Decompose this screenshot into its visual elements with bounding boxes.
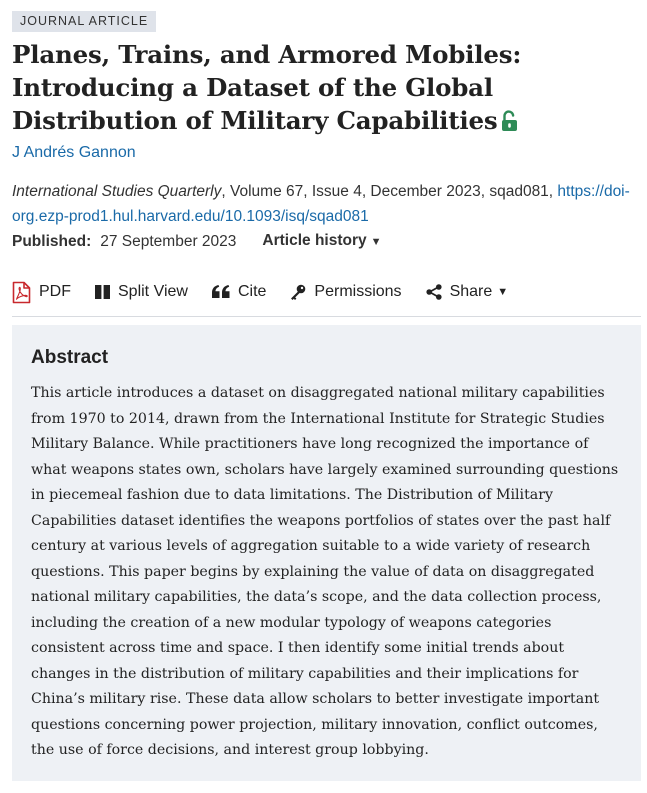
article-type-badge: JOURNAL ARTICLE [12, 11, 157, 32]
permissions-label: Permissions [314, 283, 402, 300]
article-history-label: Article history [262, 232, 367, 249]
citation-details: , Volume 67, Issue 4, December 2023, sqa… [221, 183, 558, 200]
author-link[interactable]: J Andrés Gannon [12, 144, 136, 161]
share-button[interactable]: Share ▼ [425, 283, 509, 301]
article-header: JOURNAL ARTICLE Planes, Trains, and Armo… [12, 11, 641, 781]
abstract-text: This article introduces a dataset on dis… [31, 385, 619, 758]
article-history-toggle[interactable]: Article history ▼ [262, 230, 381, 253]
split-view-button[interactable]: Split View [95, 283, 188, 301]
article-title-text: Planes, Trains, and Armored Mobiles: Int… [12, 40, 522, 135]
caret-down-icon: ▼ [370, 236, 382, 248]
permissions-button[interactable]: Permissions [290, 283, 402, 301]
share-icon [425, 284, 442, 300]
divider [12, 316, 641, 317]
quote-icon [211, 285, 230, 299]
pdf-file-icon [12, 281, 31, 304]
share-label: Share [449, 283, 493, 300]
split-view-label: Split View [118, 283, 188, 300]
key-icon [290, 284, 306, 300]
split-view-icon [95, 285, 110, 299]
pdf-button[interactable]: PDF [12, 281, 71, 304]
journal-name: International Studies Quarterly [12, 183, 222, 200]
article-title: Planes, Trains, and Armored Mobiles: Int… [12, 38, 641, 140]
published-label: Published: [12, 232, 92, 250]
publication-info: Published: 27 September 2023 Article his… [12, 230, 641, 253]
citation: International Studies Quarterly, Volume … [12, 179, 641, 229]
abstract-heading: Abstract [31, 347, 109, 368]
abstract-section: Abstract This article introduces a datas… [12, 325, 641, 781]
doi-link[interactable]: https://doi-org.ezp-prod1.hul.harvard.ed… [12, 183, 630, 225]
pdf-label: PDF [39, 283, 71, 300]
cite-label: Cite [237, 283, 267, 300]
published-date: 27 September 2023 [100, 232, 237, 250]
open-access-icon [501, 107, 518, 140]
cite-button[interactable]: Cite [211, 283, 267, 301]
article-toolbar: PDF Split View Cite Permissions Share ▼ [12, 279, 641, 305]
caret-down-icon: ▼ [497, 286, 509, 298]
